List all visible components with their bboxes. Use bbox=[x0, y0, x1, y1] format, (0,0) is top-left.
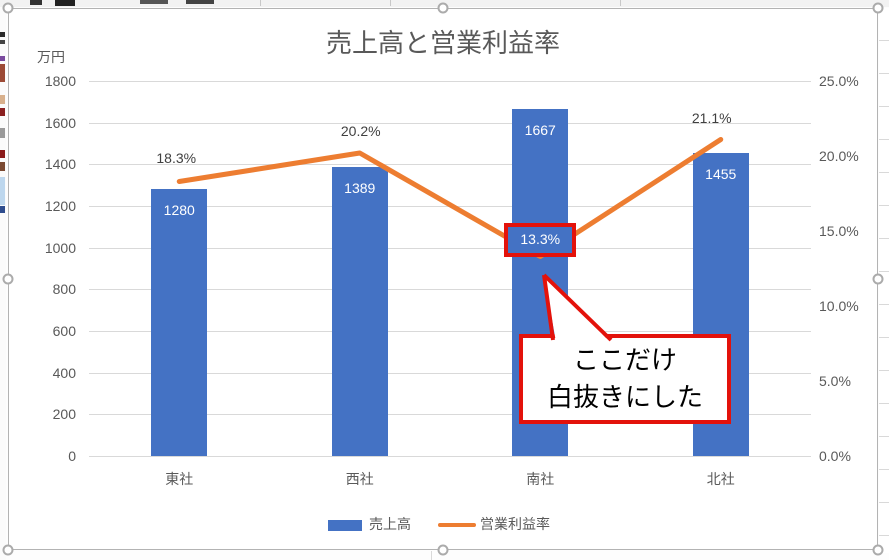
selection-handle-bottom-center[interactable] bbox=[437, 544, 449, 556]
right-axis-tick-label: 20.0% bbox=[819, 148, 859, 164]
left-axis-tick-label: 200 bbox=[52, 406, 76, 423]
right-axis-tick-label: 15.0% bbox=[819, 223, 859, 239]
left-axis-unit-label: 万円 bbox=[37, 49, 65, 65]
major-gridline bbox=[89, 414, 811, 416]
left-axis-tick-label: 400 bbox=[52, 364, 76, 381]
right-axis-tick-label: 10.0% bbox=[819, 298, 859, 314]
major-gridline bbox=[89, 289, 811, 291]
column-gridline bbox=[390, 0, 391, 6]
worksheet-row-gridlines bbox=[879, 8, 889, 553]
selection-handle-top-left[interactable] bbox=[2, 2, 14, 14]
legend[interactable]: 売上高 営業利益率 bbox=[9, 512, 877, 538]
right-axis-tick-label: 5.0% bbox=[819, 373, 851, 389]
category-label: 北社 bbox=[706, 471, 735, 487]
selection-handle-top-right[interactable] bbox=[872, 2, 884, 14]
column-gridline bbox=[260, 0, 261, 6]
selection-handle-bottom-left[interactable] bbox=[2, 544, 14, 556]
bar-value-label: 1280 bbox=[163, 202, 195, 219]
chart-title[interactable]: 売上高と営業利益率 bbox=[325, 28, 560, 58]
callout-text-line2: 白抜きにした bbox=[546, 382, 703, 412]
right-axis-tick-label: 0.0% bbox=[819, 448, 851, 464]
callout-box[interactable]: ここだけ 白抜きにした bbox=[519, 334, 731, 424]
red-highlight-rectangle[interactable] bbox=[504, 222, 577, 257]
right-axis-tick-label: 25.0% bbox=[819, 73, 859, 89]
left-axis-tick-label: 1800 bbox=[44, 73, 76, 89]
bar-value-label: 1667 bbox=[524, 121, 556, 138]
left-axis-tick-label: 600 bbox=[52, 323, 76, 339]
left-axis-tick-label: 1000 bbox=[44, 239, 76, 256]
selection-handle-middle-left[interactable] bbox=[2, 273, 14, 285]
column-gridline bbox=[431, 551, 432, 560]
major-gridline bbox=[89, 331, 811, 332]
major-gridline bbox=[89, 372, 811, 374]
cropped-ui-fragment bbox=[186, 0, 214, 4]
left-axis-tick-label: 800 bbox=[52, 281, 76, 298]
line-data-label: 21.1% bbox=[691, 109, 732, 126]
sales-bar[interactable] bbox=[151, 189, 208, 456]
left-axis-tick-label: 1200 bbox=[44, 198, 76, 214]
selection-handle-bottom-right[interactable] bbox=[872, 544, 884, 556]
selection-handle-top-center[interactable] bbox=[437, 2, 449, 14]
legend-bar-swatch[interactable] bbox=[328, 520, 362, 531]
column-gridline bbox=[620, 0, 621, 6]
major-gridline bbox=[89, 122, 811, 124]
legend-line-swatch[interactable] bbox=[438, 523, 476, 527]
line-data-label: 18.3% bbox=[156, 149, 197, 166]
cropped-ui-fragment bbox=[55, 0, 75, 6]
bar-value-label: 1389 bbox=[344, 179, 376, 196]
major-gridline bbox=[89, 456, 811, 457]
cropped-ui-fragment bbox=[140, 0, 168, 4]
cropped-ui-fragment bbox=[30, 0, 42, 5]
callout-text-line1: ここだけ bbox=[572, 345, 677, 375]
left-axis-tick-label: 0 bbox=[68, 448, 76, 464]
legend-label-margin[interactable]: 営業利益率 bbox=[480, 516, 550, 532]
bar-value-label: 1455 bbox=[705, 165, 737, 182]
category-label: 南社 bbox=[526, 471, 555, 487]
line-data-label: 20.2% bbox=[340, 123, 381, 139]
sales-bar[interactable] bbox=[331, 166, 388, 456]
selection-handle-middle-right[interactable] bbox=[872, 273, 884, 285]
worksheet-left-sliver bbox=[0, 7, 6, 560]
category-label: 西社 bbox=[345, 471, 374, 487]
left-axis-tick-label: 1400 bbox=[44, 156, 76, 173]
chart-object[interactable]: 売上高と営業利益率 万円 13.3% ここだけ 白抜きにした 売上高 営業利益率… bbox=[8, 8, 878, 550]
major-gridline bbox=[89, 81, 811, 82]
left-axis-tick-label: 1600 bbox=[44, 114, 76, 131]
legend-label-sales[interactable]: 売上高 bbox=[369, 516, 411, 532]
category-label: 東社 bbox=[165, 471, 194, 487]
